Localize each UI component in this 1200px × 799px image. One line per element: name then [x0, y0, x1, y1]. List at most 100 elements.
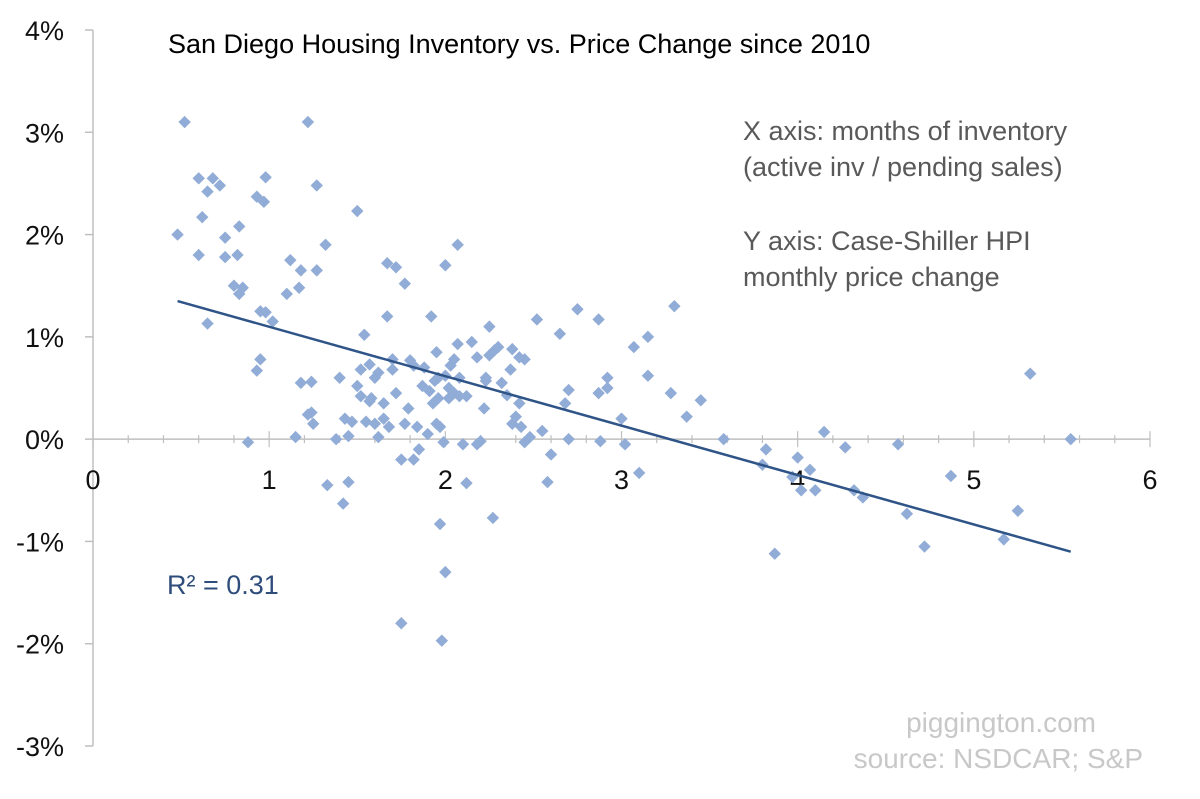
y-tick-label: -2% — [16, 630, 64, 660]
data-point — [432, 392, 445, 405]
data-point — [305, 375, 318, 389]
data-point — [509, 410, 522, 423]
data-point — [430, 346, 443, 359]
data-point — [380, 310, 394, 323]
data-point — [201, 317, 214, 330]
x-tick-label: 5 — [966, 465, 981, 495]
data-point — [407, 453, 420, 466]
data-point — [451, 337, 464, 351]
data-point — [506, 342, 519, 356]
watermark-source: source: NSDCAR; S&P — [854, 743, 1143, 774]
data-point — [451, 238, 464, 251]
data-point — [196, 210, 209, 224]
data-point — [372, 366, 385, 379]
data-point — [433, 517, 447, 531]
data-point — [421, 427, 434, 441]
data-point — [294, 376, 308, 390]
data-point — [592, 386, 605, 400]
data-point — [227, 279, 241, 292]
data-point — [523, 430, 537, 444]
data-point — [470, 351, 484, 364]
data-point — [594, 434, 607, 448]
data-point — [495, 376, 508, 390]
data-point — [541, 475, 554, 489]
data-point — [491, 340, 505, 354]
data-point — [562, 383, 575, 397]
data-point — [389, 261, 403, 274]
data-point — [250, 364, 264, 377]
data-point — [292, 281, 306, 294]
data-point — [900, 507, 914, 521]
data-point — [664, 386, 678, 400]
data-point — [233, 220, 246, 233]
data-point — [280, 287, 293, 301]
y-tick-label: 1% — [25, 323, 64, 353]
x-tick-label: 0 — [85, 465, 100, 495]
y-tick-label: 2% — [25, 221, 64, 251]
data-point — [759, 443, 773, 456]
data-point — [241, 436, 255, 449]
y-tick-label: 0% — [25, 425, 64, 455]
x-tick-label: 3 — [614, 465, 629, 495]
data-point — [425, 310, 438, 323]
data-points — [171, 115, 1077, 647]
data-point — [437, 436, 450, 449]
data-point — [615, 412, 628, 425]
data-point — [389, 386, 403, 400]
data-point — [447, 353, 461, 366]
data-point — [680, 410, 693, 423]
data-point — [254, 353, 267, 366]
data-point — [571, 303, 584, 316]
data-point — [218, 231, 232, 244]
data-point — [768, 547, 781, 560]
data-point — [363, 358, 376, 371]
data-point — [398, 277, 412, 290]
data-point — [1024, 367, 1037, 380]
data-point — [377, 397, 390, 410]
data-point — [395, 453, 408, 466]
data-point — [791, 451, 804, 464]
data-point — [536, 424, 549, 438]
data-point — [310, 264, 323, 277]
data-point — [192, 172, 205, 185]
data-point — [513, 351, 526, 364]
x-axis-note-line1: X axis: months of inventory — [743, 116, 1068, 146]
data-point — [213, 179, 227, 192]
data-point — [717, 432, 730, 446]
data-point — [997, 533, 1010, 546]
trendline — [177, 299, 1072, 553]
data-point — [342, 429, 355, 443]
data-point — [435, 634, 449, 647]
data-point — [918, 540, 931, 553]
data-point — [839, 441, 852, 454]
data-point — [259, 171, 272, 184]
data-point — [668, 299, 681, 313]
data-point — [351, 204, 364, 218]
data-point — [365, 392, 378, 405]
data-point — [319, 238, 332, 251]
data-point — [856, 491, 870, 504]
r-squared-label: R² = 0.31 — [167, 570, 279, 600]
x-tick-label: 2 — [438, 465, 453, 495]
data-point — [410, 420, 424, 434]
data-point — [809, 484, 822, 497]
chart-title: San Diego Housing Inventory vs. Price Ch… — [168, 29, 870, 59]
data-point — [395, 617, 408, 630]
y-tick-label: 4% — [25, 16, 64, 46]
y-tick-labels: -3% -2% -1% 0% 1% 2% 3% 4% — [16, 16, 64, 762]
data-point — [1011, 504, 1025, 517]
data-point — [456, 438, 470, 451]
data-point — [477, 402, 491, 415]
data-point — [259, 306, 272, 319]
data-point — [412, 443, 426, 456]
data-point — [358, 328, 371, 342]
data-point — [553, 327, 567, 340]
data-point — [786, 470, 799, 484]
data-point — [178, 115, 191, 129]
data-point — [294, 264, 308, 277]
data-point — [354, 389, 367, 403]
data-point — [439, 259, 452, 272]
data-point — [465, 335, 478, 349]
